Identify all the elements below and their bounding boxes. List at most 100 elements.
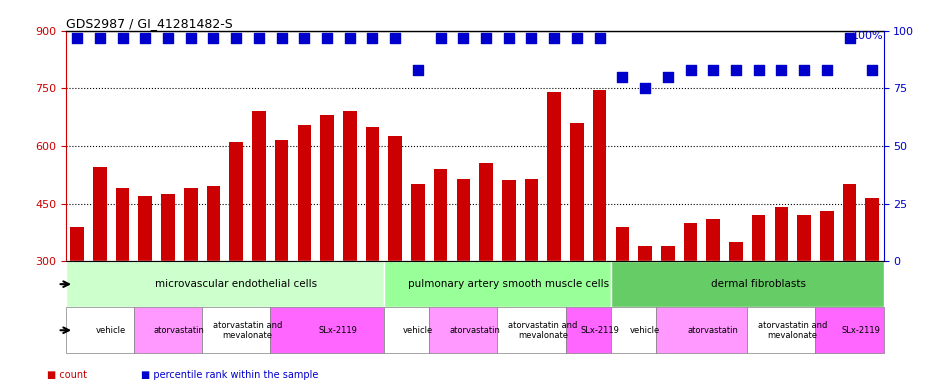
Bar [162, 194, 175, 376]
FancyBboxPatch shape [611, 307, 656, 353]
Bar [797, 215, 811, 376]
FancyBboxPatch shape [384, 307, 430, 353]
Point [70, 35, 85, 41]
Point [683, 67, 698, 73]
Point [501, 35, 516, 41]
FancyBboxPatch shape [430, 307, 497, 353]
Point [433, 35, 448, 41]
Bar [479, 163, 493, 376]
Point [92, 35, 107, 41]
Text: microvascular endothelial cells: microvascular endothelial cells [155, 279, 317, 289]
Text: SLx-2119: SLx-2119 [841, 326, 881, 335]
Bar [184, 188, 197, 376]
Point [206, 35, 221, 41]
Text: ■ percentile rank within the sample: ■ percentile rank within the sample [141, 370, 319, 380]
Point [115, 35, 130, 41]
Text: vehicle: vehicle [630, 326, 660, 335]
Text: vehicle: vehicle [96, 326, 126, 335]
Point [365, 35, 380, 41]
Bar [683, 223, 697, 376]
Point [592, 35, 607, 41]
Point [842, 35, 857, 41]
Bar [434, 169, 447, 376]
FancyBboxPatch shape [134, 307, 202, 353]
Bar [388, 136, 402, 376]
Point [138, 35, 153, 41]
Text: 100%: 100% [852, 31, 884, 41]
Bar [842, 184, 856, 376]
Bar [138, 196, 152, 376]
FancyBboxPatch shape [271, 307, 384, 353]
Bar [706, 219, 720, 376]
FancyBboxPatch shape [66, 307, 134, 353]
Bar [547, 92, 561, 376]
Point [706, 67, 721, 73]
Text: dermal fibroblasts: dermal fibroblasts [712, 279, 807, 289]
Point [228, 35, 243, 41]
Text: SLx-2119: SLx-2119 [580, 326, 619, 335]
Bar [570, 123, 584, 376]
Point [342, 35, 357, 41]
FancyBboxPatch shape [747, 307, 815, 353]
Bar [321, 115, 334, 376]
Text: atorvastatin and
mevalonate: atorvastatin and mevalonate [758, 321, 827, 340]
Point [456, 35, 471, 41]
Text: atorvastatin and
mevalonate: atorvastatin and mevalonate [212, 321, 282, 340]
FancyBboxPatch shape [66, 261, 384, 307]
Bar [229, 142, 243, 376]
Point [478, 35, 494, 41]
Bar [775, 207, 788, 376]
Text: atorvastatin: atorvastatin [688, 326, 739, 335]
FancyBboxPatch shape [566, 307, 611, 353]
Point [411, 67, 426, 73]
Bar [207, 186, 220, 376]
Point [660, 74, 675, 80]
Point [570, 35, 585, 41]
FancyBboxPatch shape [611, 261, 884, 307]
Point [161, 35, 176, 41]
Point [274, 35, 290, 41]
Point [251, 35, 266, 41]
Bar [457, 179, 470, 376]
Bar [661, 246, 675, 376]
Text: atorvastatin and
mevalonate: atorvastatin and mevalonate [509, 321, 577, 340]
Point [865, 67, 880, 73]
Bar [297, 125, 311, 376]
FancyBboxPatch shape [497, 307, 566, 353]
Bar [638, 246, 651, 376]
Bar [274, 140, 289, 376]
Bar [525, 179, 539, 376]
Point [387, 35, 402, 41]
Point [774, 67, 789, 73]
Bar [411, 184, 425, 376]
Point [547, 35, 562, 41]
FancyBboxPatch shape [656, 307, 747, 353]
Text: atorvastatin: atorvastatin [154, 326, 205, 335]
Bar [866, 198, 879, 376]
Point [796, 67, 811, 73]
Point [728, 67, 744, 73]
Bar [93, 167, 107, 376]
Bar [252, 111, 266, 376]
Point [183, 35, 198, 41]
Bar [343, 111, 356, 376]
Bar [116, 188, 130, 376]
Text: pulmonary artery smooth muscle cells: pulmonary artery smooth muscle cells [408, 279, 609, 289]
Bar [502, 180, 515, 376]
Point [751, 67, 766, 73]
Point [297, 35, 312, 41]
Text: GDS2987 / GI_41281482-S: GDS2987 / GI_41281482-S [66, 17, 232, 30]
Text: ■ count: ■ count [47, 370, 87, 380]
Bar [70, 227, 84, 376]
Text: vehicle: vehicle [402, 326, 433, 335]
Point [320, 35, 335, 41]
Point [524, 35, 539, 41]
Bar [366, 127, 379, 376]
Point [615, 74, 630, 80]
Bar [729, 242, 743, 376]
Bar [752, 215, 765, 376]
Bar [593, 90, 606, 376]
Text: atorvastatin: atorvastatin [449, 326, 500, 335]
Point [637, 85, 652, 91]
Bar [820, 211, 834, 376]
